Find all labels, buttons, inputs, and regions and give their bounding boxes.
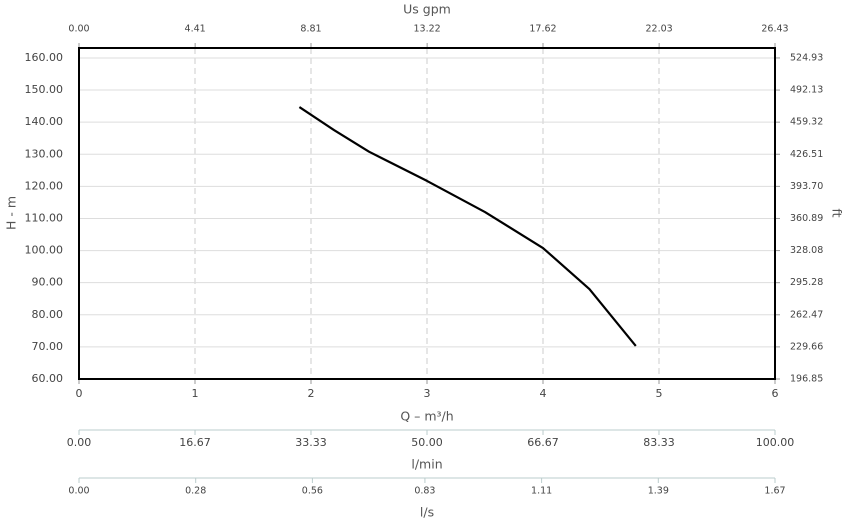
y-tick-label: 60.00 xyxy=(32,372,64,385)
y2-tick-label: 229.66 xyxy=(790,341,823,352)
y-tick-label: 70.00 xyxy=(32,340,64,353)
axis-tick-label: 0.00 xyxy=(68,486,89,497)
x2-tick-label: 17.62 xyxy=(529,24,556,35)
y2-tick-label: 262.47 xyxy=(790,309,823,320)
axis-tick-label: 1.67 xyxy=(764,486,785,497)
y2-tick-label: 393.70 xyxy=(790,181,823,192)
plot-border xyxy=(78,47,776,380)
y-tick-label: 160.00 xyxy=(25,51,64,64)
y2-tick-label: 492.13 xyxy=(790,85,823,96)
y-tick-label: 80.00 xyxy=(32,308,64,321)
y2-tick-label: 328.08 xyxy=(790,245,823,256)
x-tick-label: 1 xyxy=(192,387,199,400)
axis-label: l/min xyxy=(411,457,442,472)
x-tick-label: 4 xyxy=(540,387,547,400)
axis-tick-label: 0.28 xyxy=(185,486,206,497)
y2-tick-label: 196.85 xyxy=(790,374,823,385)
y-tick-label: 150.00 xyxy=(25,83,64,96)
y2-tick-label: 524.93 xyxy=(790,52,823,63)
y2-tick-label: 426.51 xyxy=(790,149,823,160)
x2-tick-label: 13.22 xyxy=(414,24,441,35)
axis-tick-label: 66.67 xyxy=(527,436,559,449)
axis-tick-label: 1.39 xyxy=(648,486,669,497)
y2-tick-label: 295.28 xyxy=(790,277,823,288)
x2-tick-label: 4.41 xyxy=(185,24,206,35)
x2-tick-label: 26.43 xyxy=(761,24,788,35)
x2-tick-label: 8.81 xyxy=(300,24,321,35)
y2-label: ft xyxy=(830,208,845,217)
axis-tick-label: 0.00 xyxy=(67,436,92,449)
y-tick-label: 100.00 xyxy=(25,244,64,257)
axis-tick-label: 83.33 xyxy=(643,436,675,449)
y-tick-label: 130.00 xyxy=(25,147,64,160)
x-tick-label: 6 xyxy=(772,387,779,400)
y2-tick-label: 459.32 xyxy=(790,117,823,128)
y-tick-label: 120.00 xyxy=(25,179,64,192)
x-tick-label: 2 xyxy=(308,387,315,400)
x-label: Q – m³/h xyxy=(400,409,453,424)
y-tick-label: 90.00 xyxy=(32,276,64,289)
axis-tick-label: 100.00 xyxy=(756,436,795,449)
y2-tick-label: 360.89 xyxy=(790,213,823,224)
axis-tick-label: 33.33 xyxy=(295,436,327,449)
x2-label: Us gpm xyxy=(403,2,451,17)
axis-label: l/s xyxy=(420,505,434,520)
axis-tick-label: 16.67 xyxy=(179,436,211,449)
axis-tick-label: 0.83 xyxy=(414,486,435,497)
y-tick-label: 110.00 xyxy=(25,211,64,224)
x2-tick-label: 0.00 xyxy=(68,24,89,35)
x-tick-label: 3 xyxy=(424,387,431,400)
axis-tick-label: 1.11 xyxy=(531,486,552,497)
curve xyxy=(298,106,637,347)
x2-tick-label: 22.03 xyxy=(646,24,673,35)
axis-tick-label: 50.00 xyxy=(411,436,443,449)
y-label: H - m xyxy=(4,196,19,230)
x-tick-label: 0 xyxy=(76,387,83,400)
x-tick-label: 5 xyxy=(656,387,663,400)
y-tick-label: 140.00 xyxy=(25,115,64,128)
axis-tick-label: 0.56 xyxy=(302,486,323,497)
